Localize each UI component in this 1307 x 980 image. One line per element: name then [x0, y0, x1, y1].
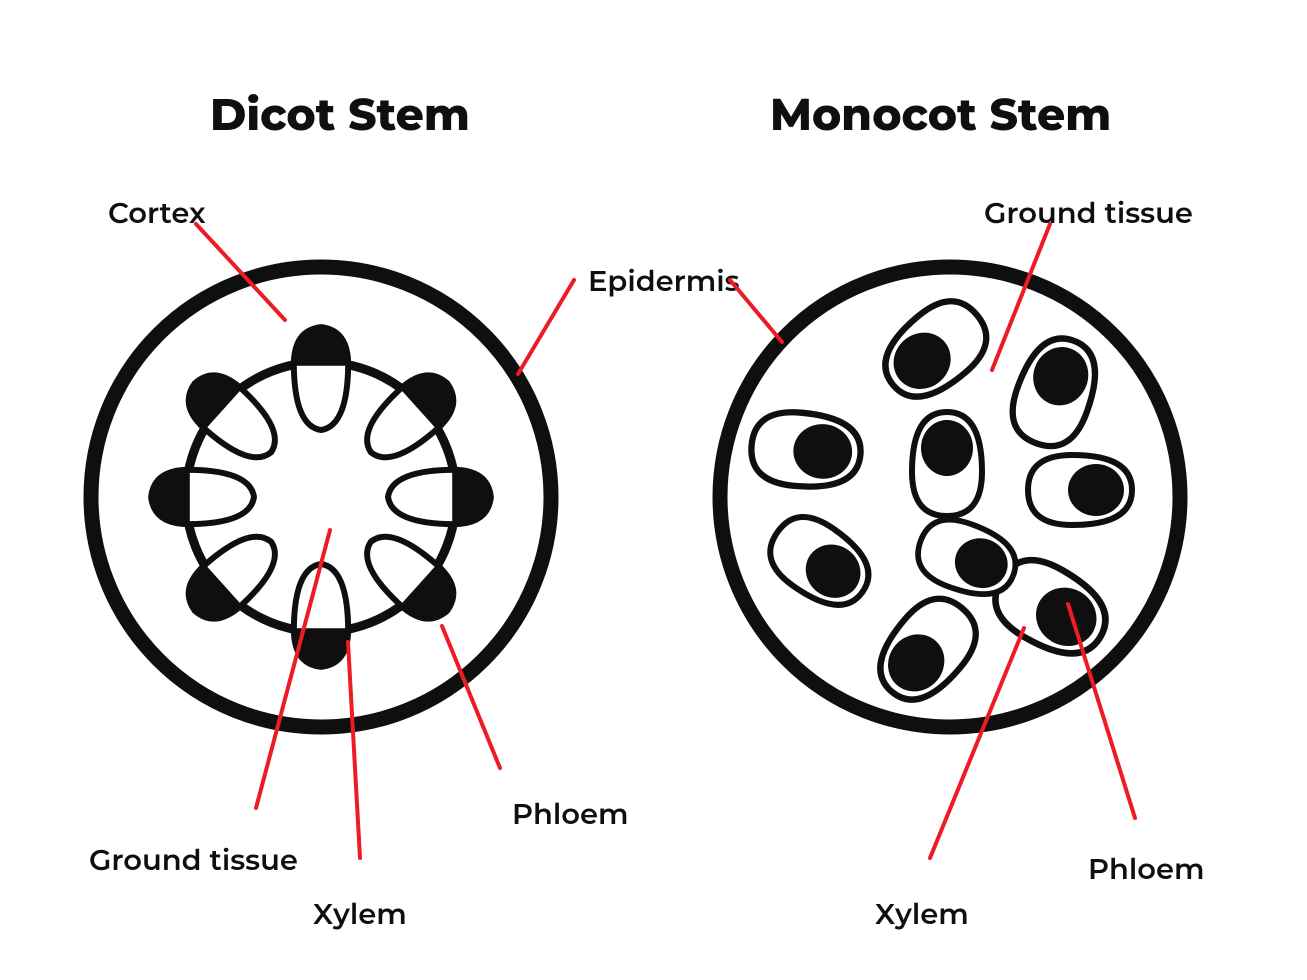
monocot-phloem-dot — [921, 420, 973, 476]
dicot-vascular-bundle — [291, 325, 350, 430]
dicot-vascular-bundle — [291, 564, 350, 669]
pointer-epidermis_monocot — [730, 280, 782, 342]
monocot-vascular-bundle — [757, 504, 882, 621]
monocot-vascular-bundle — [870, 287, 1001, 413]
dicot-vascular-bundle — [388, 467, 493, 526]
monocot-vascular-bundle — [1002, 328, 1108, 456]
dicot-phloem-lobe — [186, 470, 254, 524]
pointer-xylem — [348, 642, 360, 858]
monocot-vascular-bundle — [912, 412, 982, 516]
pointer-epidermis — [518, 280, 574, 374]
dicot-xylem-lobe — [453, 467, 494, 526]
dicot-phloem-lobe — [294, 564, 348, 632]
dicot-xylem-lobe — [291, 325, 350, 366]
dicot-xylem-lobe — [149, 467, 190, 526]
diagram-container: Dicot Stem Monocot Stem Cortex Epidermis… — [0, 0, 1307, 980]
monocot-vascular-bundle — [864, 585, 990, 716]
stem-diagram-svg — [0, 0, 1307, 980]
monocot-phloem-dot — [1068, 464, 1124, 516]
dicot-phloem-lobe — [388, 470, 456, 524]
monocot-vascular-bundle — [748, 409, 863, 492]
dicot-vascular-bundle — [149, 467, 254, 526]
dicot-phloem-lobe — [294, 362, 348, 430]
monocot-vascular-bundle — [1028, 455, 1132, 525]
